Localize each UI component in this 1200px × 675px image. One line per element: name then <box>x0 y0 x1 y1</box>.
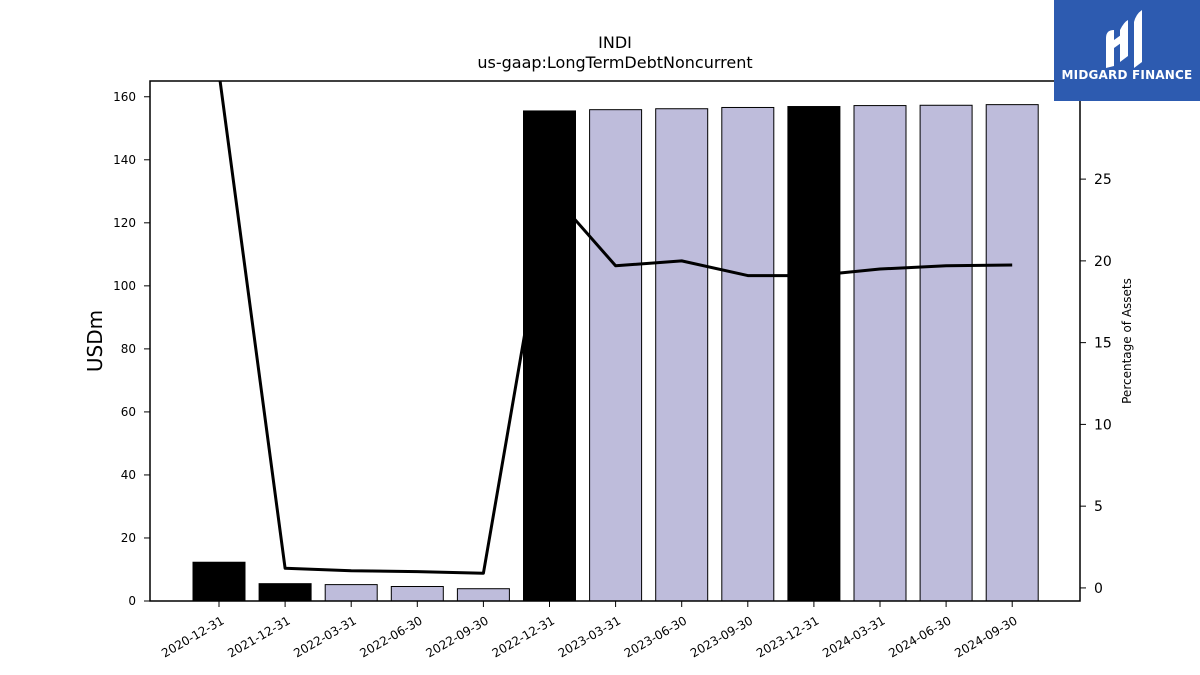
y2-axis-label: Percentage of Assets <box>1120 278 1134 404</box>
bar-2024-03-31 <box>853 105 907 602</box>
y-tick-label: 140 <box>113 153 136 167</box>
bar-2024-06-30 <box>919 104 973 602</box>
y-tick-label: 60 <box>121 405 136 419</box>
bar-2020-12-31 <box>192 561 246 602</box>
bar-2021-12-31 <box>258 583 312 602</box>
chart-subtitle: us-gaap:LongTermDebtNoncurrent <box>477 53 752 72</box>
x-tick-label: 2021-12-31 <box>225 613 292 660</box>
y2-tick-label: 25 <box>1094 172 1112 188</box>
percentage-of-assets-line <box>218 81 1013 575</box>
bar-2022-09-30 <box>456 588 510 602</box>
bars-group <box>192 104 1039 602</box>
x-tick-label: 2022-06-30 <box>357 613 424 660</box>
left-axis-ticks: 0 20 40 60 80 100 120 140 160 <box>113 90 150 608</box>
y-tick-label: 40 <box>121 468 136 482</box>
y2-tick-label: 20 <box>1094 254 1112 270</box>
brand-logo: MIDGARD FINANCE <box>1054 0 1200 101</box>
x-tick-label: 2023-03-31 <box>556 613 623 660</box>
y-tick-label: 100 <box>113 279 136 293</box>
bar-2022-06-30 <box>390 586 444 602</box>
bar-2022-12-31 <box>523 110 576 602</box>
x-tick-label: 2022-12-31 <box>490 613 557 660</box>
x-tick-label: 2020-12-31 <box>159 613 226 660</box>
y-tick-label: 120 <box>113 216 136 230</box>
bar-2022-03-31 <box>324 584 378 602</box>
y-tick-label: 80 <box>121 342 136 356</box>
y-tick-label: 160 <box>113 90 136 104</box>
y2-tick-label: 0 <box>1094 581 1103 597</box>
x-tick-label: 2023-09-30 <box>688 613 755 660</box>
bar-2023-06-30 <box>655 108 709 602</box>
x-tick-label: 2022-03-31 <box>291 613 358 660</box>
x-axis-ticks: 2020-12-312021-12-312022-03-312022-06-30… <box>159 601 1020 660</box>
logo-mark-icon <box>1106 10 1142 68</box>
x-tick-label: 2023-06-30 <box>622 613 689 660</box>
y2-tick-label: 15 <box>1094 336 1112 352</box>
chart-title: INDI <box>598 33 632 52</box>
y-tick-label: 0 <box>128 594 136 608</box>
x-tick-label: 2024-09-30 <box>952 613 1019 660</box>
logo-text: MIDGARD FINANCE <box>1061 68 1193 82</box>
bar-2023-09-30 <box>721 106 775 602</box>
y2-tick-label: 5 <box>1094 499 1103 515</box>
x-tick-label: 2024-06-30 <box>886 613 953 660</box>
x-tick-label: 2023-12-31 <box>754 613 821 660</box>
line-group <box>218 81 1013 575</box>
y-tick-label: 20 <box>121 531 136 545</box>
bar-2023-03-31 <box>589 109 643 602</box>
x-tick-label: 2024-03-31 <box>820 613 887 660</box>
y-axis-label: USDm <box>83 310 107 372</box>
bar-2024-09-30 <box>985 104 1039 602</box>
x-tick-label: 2022-09-30 <box>423 613 490 660</box>
right-axis-ticks: 0 5 10 15 20 25 <box>1080 172 1112 597</box>
y2-tick-label: 10 <box>1094 417 1112 433</box>
plot-frame <box>149 80 1081 602</box>
bar-2023-12-31 <box>787 106 841 602</box>
